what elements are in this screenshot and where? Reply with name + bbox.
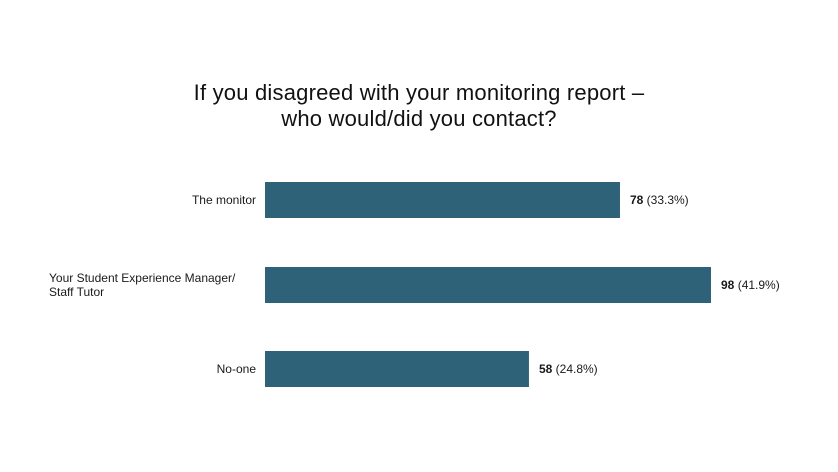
value-number-2: 98: [721, 278, 735, 292]
value-percent-2: (41.9%): [734, 278, 779, 292]
value-number-1: 78: [630, 193, 644, 207]
chart-title: If you disagreed with your monitoring re…: [0, 80, 838, 132]
bar-1: [265, 182, 620, 218]
value-number-3: 58: [539, 362, 553, 376]
value-label-1: 78 (33.3%): [630, 193, 689, 207]
chart-title-line-2: who would/did you contact?: [281, 106, 557, 131]
chart-title-line-1: If you disagreed with your monitoring re…: [193, 80, 645, 105]
category-label-1: The monitor: [192, 193, 256, 207]
value-percent-1: (33.3%): [643, 193, 688, 207]
value-percent-3: (24.8%): [552, 362, 597, 376]
bar-2: [265, 267, 711, 303]
category-label-2-line-1: Your Student Experience Manager/: [49, 271, 236, 285]
value-label-3: 58 (24.8%): [539, 362, 598, 376]
category-label-3: No-one: [217, 362, 257, 376]
value-label-2: 98 (41.9%): [721, 278, 780, 292]
bar-3: [265, 351, 529, 387]
category-label-2-line-2: Staff Tutor: [49, 285, 104, 299]
